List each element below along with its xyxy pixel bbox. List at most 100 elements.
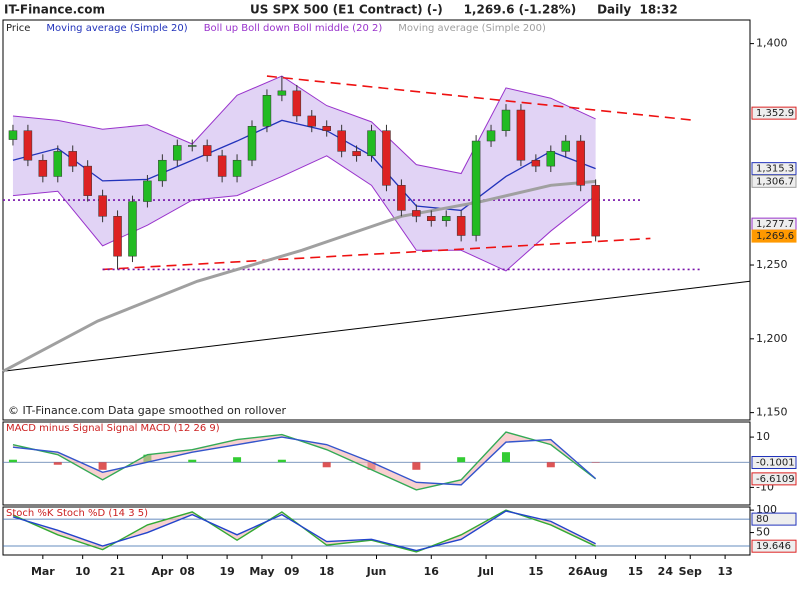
value-marker-label: 1,315.3: [756, 164, 794, 175]
candle-body: [202, 145, 212, 157]
candle-body: [591, 185, 600, 237]
candle-body: [412, 210, 421, 217]
trendline: [266, 75, 696, 122]
value-marker-label: 1,269.6: [756, 231, 794, 242]
candle-body: [173, 145, 182, 161]
histogram-bar: [233, 457, 242, 463]
x-tick-label: 24: [658, 565, 674, 578]
candle-body: [128, 201, 137, 257]
candle-body: [8, 130, 18, 140]
x-tick-label: Jun: [366, 565, 387, 578]
value-marker: [751, 472, 797, 486]
candle-body: [516, 109, 526, 161]
histogram-bar: [8, 459, 17, 463]
candle-body: [38, 159, 48, 177]
indicator-line: [12, 510, 596, 552]
candle-body: [53, 151, 63, 177]
candle-body: [23, 130, 33, 161]
value-marker: [751, 174, 797, 188]
value-marker: [751, 512, 797, 526]
candle-body: [247, 126, 257, 161]
x-tick-label: Apr: [151, 565, 173, 578]
x-tick-label: 16: [424, 565, 440, 578]
candle-body: [382, 130, 391, 186]
candle-body: [187, 145, 197, 147]
legend-entry: Moving average (Simple 200): [398, 23, 546, 34]
footer-note: © IT-Finance.com Data gape smoothed on r…: [8, 404, 286, 417]
x-tick-label: 19: [219, 565, 234, 578]
moving-average: [2, 179, 596, 373]
y-tick-label: 1,250: [756, 258, 788, 271]
candle-body: [232, 159, 242, 177]
candle-body: [307, 115, 317, 127]
legend-entry: Price: [6, 23, 30, 34]
indicator-line: [12, 431, 597, 491]
candle-body: [501, 109, 511, 131]
candle-body: [367, 130, 376, 157]
bollinger-lower: [12, 155, 596, 272]
histogram-bar: [188, 459, 197, 463]
candle-body: [262, 95, 272, 127]
x-tick-label: Aug: [584, 565, 608, 578]
candle-body: [486, 130, 496, 142]
candle-body: [113, 216, 122, 257]
panel: [2, 421, 751, 506]
candle-body: [322, 126, 331, 131]
candle-body: [471, 140, 481, 236]
candle-body: [337, 130, 346, 152]
histogram-bar: [322, 462, 331, 468]
candle-body: [352, 151, 361, 157]
x-tick-label: 15: [528, 565, 543, 578]
candle-body: [292, 90, 302, 117]
panel-title: Stoch %K Stoch %D (14 3 5): [6, 508, 148, 519]
y-tick-label: 1,150: [756, 406, 788, 419]
value-marker-label: 1,306.7: [756, 176, 794, 187]
candle-body: [427, 216, 436, 221]
x-tick-label: 10: [75, 565, 91, 578]
x-tick-label: 18: [319, 565, 334, 578]
y-tick-label: 1,400: [756, 37, 788, 50]
candle-body: [277, 90, 287, 96]
value-marker-label: 1,352.9: [756, 108, 794, 119]
candle-body: [68, 151, 77, 167]
candle-body: [456, 216, 466, 236]
candle-body: [158, 159, 167, 182]
bollinger-upper: [12, 75, 596, 175]
y-tick-label: 1,200: [756, 332, 788, 345]
value-marker: [751, 539, 797, 553]
legend-entry: Moving average (Simple 20): [46, 23, 187, 34]
value-marker: [751, 106, 797, 120]
value-marker-label: -0.1001: [756, 457, 795, 468]
moving-average: [12, 119, 596, 212]
site-name: IT-Finance.com: [4, 3, 105, 17]
histogram-bar: [53, 462, 62, 465]
x-tick-label: Jul: [477, 565, 494, 578]
x-tick-label: 15: [628, 565, 643, 578]
candle-body: [576, 140, 585, 186]
value-marker: [751, 455, 797, 469]
indicator-line: [12, 436, 597, 486]
candle-body: [217, 155, 227, 177]
histogram-bar: [98, 462, 107, 470]
bollinger-band: [12, 76, 596, 271]
candle-body: [546, 151, 556, 167]
candle-body: [397, 185, 406, 211]
candle-body: [83, 165, 92, 196]
panel-title: MACD minus Signal Signal MACD (12 26 9): [6, 423, 220, 434]
y-tick-label: 50: [756, 526, 770, 539]
x-tick-label: 21: [110, 565, 125, 578]
x-tick-label: 09: [284, 565, 299, 578]
trendline: [2, 280, 751, 372]
histogram-bar: [591, 462, 600, 463]
histogram-bar: [412, 462, 421, 470]
candle-body: [441, 216, 451, 221]
trendline: [102, 237, 651, 271]
x-tick-label: Mar: [31, 565, 55, 578]
value-marker-label: 1,277.7: [756, 219, 794, 230]
value-marker: [751, 162, 797, 176]
x-tick-label: Sep: [679, 565, 702, 578]
legend-entry: Boll up Boll down Boll middle (20 2): [204, 23, 383, 34]
chart-title: US SPX 500 (E1 Contract) (-) 1,269.6 (-1…: [250, 3, 678, 17]
candle-body: [98, 195, 107, 217]
